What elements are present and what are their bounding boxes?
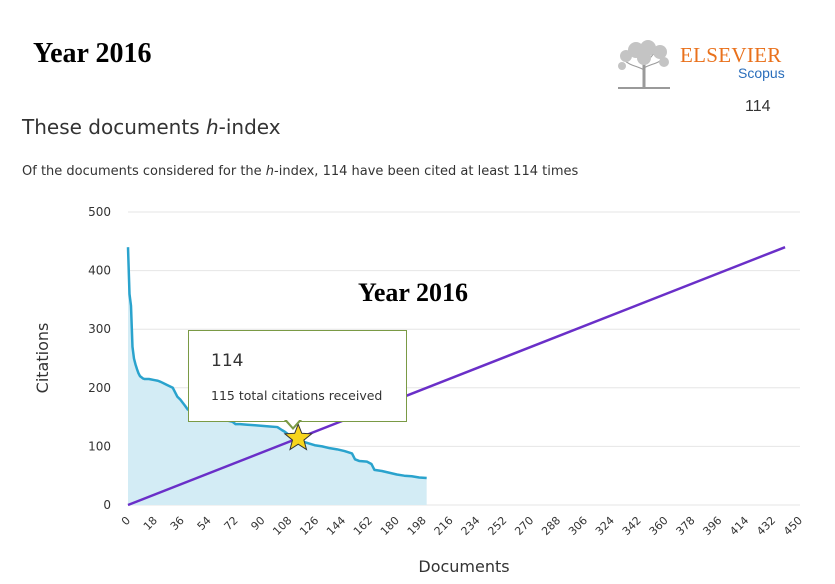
- y-tick-label: 500: [88, 205, 111, 219]
- y-axis-label: Citations: [33, 323, 52, 394]
- page-heading: These documents h-index: [22, 115, 281, 139]
- scopus-wordmark: Scopus: [738, 65, 785, 81]
- elsevier-tree-icon: [618, 40, 670, 89]
- x-tick-label: 0: [119, 514, 133, 528]
- heading-text-post: -index: [218, 115, 281, 139]
- tooltip-citations-text: 115 total citations received: [211, 388, 383, 403]
- y-tick-label: 0: [103, 498, 111, 512]
- x-tick-label: 54: [195, 514, 214, 533]
- x-tick-label: 378: [674, 514, 698, 538]
- heading-text-em: h: [205, 115, 219, 139]
- x-tick-label: 234: [459, 514, 483, 538]
- tooltip-arrow-inner: [286, 419, 300, 427]
- x-tick-label: 126: [297, 514, 321, 538]
- x-tick-label: 450: [781, 514, 805, 538]
- x-tick-label: 432: [754, 514, 778, 538]
- x-tick-label: 18: [141, 514, 160, 533]
- x-tick-label: 342: [620, 514, 644, 538]
- elsevier-scopus-logo: ELSEVIER Scopus: [616, 40, 796, 90]
- citations-line: [126, 247, 427, 480]
- x-tick-label: 306: [566, 514, 590, 538]
- y-tick-label: 300: [88, 322, 111, 336]
- elsevier-wordmark: ELSEVIER: [680, 43, 782, 67]
- x-tick-label: 414: [727, 514, 751, 538]
- h-index-diagonal: [127, 245, 786, 507]
- x-tick-label: 162: [351, 514, 375, 538]
- x-tick-label: 36: [168, 514, 187, 533]
- y-tick-label: 200: [88, 381, 111, 395]
- x-tick-label: 144: [324, 514, 348, 538]
- x-tick-label: 108: [270, 514, 294, 538]
- h-index-star-marker: [283, 422, 313, 451]
- x-tick-label: 396: [700, 514, 724, 538]
- year-title: Year 2016: [33, 38, 152, 69]
- tooltip-value: 114: [211, 351, 244, 371]
- chart-annotation: Year 2016: [358, 278, 468, 307]
- y-tick-label: 400: [88, 264, 111, 278]
- h-index-description: Of the documents considered for the h-in…: [22, 164, 578, 179]
- x-tick-label: 360: [647, 514, 671, 538]
- h-index-value: 114: [745, 98, 771, 115]
- h-index-tooltip: 114 115 total citations received: [188, 330, 407, 422]
- subtitle-text-post: -index, 114 have been cited at least 114…: [274, 164, 579, 179]
- x-tick-label: 216: [432, 514, 456, 538]
- x-tick-label: 270: [512, 514, 536, 538]
- x-tick-label: 324: [593, 514, 617, 538]
- y-tick-label: 100: [88, 439, 111, 453]
- x-tick-label: 180: [378, 514, 402, 538]
- heading-text-pre: These documents: [22, 115, 206, 139]
- x-tick-label: 252: [485, 514, 509, 538]
- x-tick-label: 90: [248, 514, 267, 533]
- x-tick-label: 288: [539, 514, 563, 538]
- x-tick-label: 72: [222, 514, 241, 533]
- citations-area: [128, 247, 427, 505]
- subtitle-text-em: h: [265, 164, 275, 179]
- x-tick-label: 198: [405, 514, 429, 538]
- x-axis-label: Documents: [418, 557, 509, 576]
- subtitle-text-pre: Of the documents considered for the: [22, 164, 266, 179]
